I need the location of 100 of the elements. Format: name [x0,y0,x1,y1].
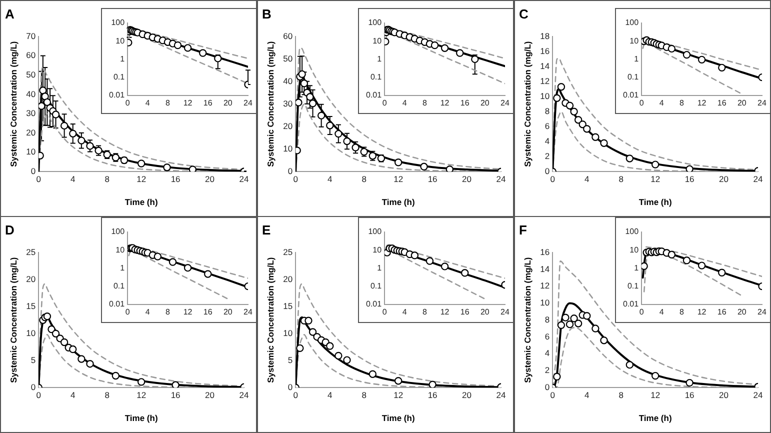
y-tick-label: 6 [544,331,550,342]
y-tick-label: 10 [630,36,640,46]
x-tick-label: 4 [659,98,664,108]
x-tick-label: 24 [753,390,763,400]
y-tick-label: 0.01 [108,90,126,100]
x-tick-label: 16 [428,174,438,184]
x-tick-label: 16 [460,98,470,108]
x-tick-label: 4 [584,174,590,184]
y-tick-label: 10 [540,90,550,101]
x-tick-label: 20 [462,174,472,184]
x-tick-label: 24 [758,98,767,108]
y-tick-label: 10 [540,298,550,308]
y-tick-label: 15 [26,300,36,311]
chart-title: D [5,222,14,238]
y-tick-label: 50 [283,53,293,64]
x-tick-label: 4 [145,98,150,108]
y-tick-label: 5 [30,354,36,365]
x-tick-label: 24 [496,174,506,184]
x-axis-title: Time (h) [124,197,158,208]
y-tick-label: 50 [26,70,36,80]
y-tick-label: 12 [540,76,550,86]
x-tick-label: 20 [719,174,729,184]
x-tick-label: 12 [136,174,146,184]
y-tick-label: 0 [30,382,36,392]
y-tick-label: 40 [26,88,36,99]
y-tick-label: 8 [544,106,550,116]
y-tick-label: 1 [377,54,382,64]
x-axis-title: Time (h) [638,413,672,424]
x-tick-label: 12 [440,98,450,108]
y-tick-label: 0 [544,382,550,392]
y-tick-label: 0 [30,166,36,176]
x-tick-label: 20 [737,307,747,316]
x-tick-label: 12 [394,390,404,400]
x-tick-label: 4 [402,307,408,316]
y-tick-label: 18 [540,30,550,41]
y-tick-label: 40 [283,76,293,86]
x-tick-label: 8 [679,307,684,316]
y-tick-label: 2 [544,365,550,376]
x-tick-label: 8 [165,98,170,108]
y-axis-title: Systemic Concentration (mg/L) [265,41,276,167]
y-tick-label: 60 [283,30,293,41]
chart-title: A [5,6,15,22]
y-tick-label: 20 [26,274,36,284]
x-tick-label: 24 [500,98,510,108]
x-tick-label: 4 [70,390,76,400]
y-axis-title: Systemic Concentration (mg/L) [265,257,276,383]
y-tick-label: 20 [283,274,293,284]
x-tick-label: 8 [679,98,684,108]
x-tick-label: 16 [203,98,213,108]
x-tick-label: 20 [205,174,215,184]
x-tick-label: 24 [244,98,253,108]
y-tick-label: 25 [26,246,36,257]
y-tick-label: 14 [540,264,550,274]
x-tick-label: 16 [170,174,181,184]
y-tick-label: 1 [634,54,640,64]
x-tick-label: 8 [165,307,170,316]
x-tick-label: 12 [394,174,404,184]
y-tick-label: 30 [283,98,293,108]
x-tick-label: 12 [440,307,450,316]
x-tick-label: 4 [402,98,408,108]
chart-title: E [262,222,271,238]
x-tick-label: 16 [170,390,181,400]
y-tick-label: 6 [544,120,550,131]
y-tick-label: 15 [283,300,293,311]
y-tick-label: 100 [368,18,382,28]
x-tick-label: 20 [480,307,490,316]
x-tick-label: 24 [758,307,767,316]
y-tick-label: 1 [120,54,126,64]
y-tick-label: 16 [540,46,550,56]
y-tick-label: 10 [372,36,382,46]
y-axis-title: Systemic Concentration (mg/L) [522,257,532,383]
y-tick-label: 14 [540,60,550,71]
chart-title: F [519,222,527,238]
y-tick-label: 0 [288,166,293,176]
y-tick-label: 0.01 [366,90,382,100]
x-tick-label: 20 [719,390,729,400]
y-tick-label: 12 [540,280,550,291]
x-axis-title: Time (h) [124,413,158,424]
y-tick-label: 0.1 [113,72,126,82]
x-tick-label: 24 [496,390,506,400]
y-tick-label: 10 [26,146,36,157]
x-tick-label: 8 [422,98,428,108]
y-tick-label: 10 [116,36,126,46]
y-tick-label: 100 [625,18,640,28]
y-tick-label: 20 [283,120,293,131]
x-tick-label: 24 [239,174,249,184]
x-tick-label: 24 [239,390,249,400]
y-tick-label: 0.1 [627,72,640,82]
x-tick-label: 12 [650,174,660,184]
y-tick-label: 30 [26,108,36,118]
y-tick-label: 0.1 [113,282,126,291]
x-tick-label: 16 [717,307,727,316]
x-tick-label: 24 [753,174,763,184]
y-axis-title: Systemic Concentration (mg/L) [8,257,18,383]
x-tick-label: 4 [70,174,76,184]
x-axis-title: Time (h) [382,413,415,424]
x-tick-label: 20 [737,98,747,108]
y-tick-label: 20 [26,127,36,138]
y-tick-label: 100 [368,227,382,236]
x-tick-label: 12 [650,390,660,400]
